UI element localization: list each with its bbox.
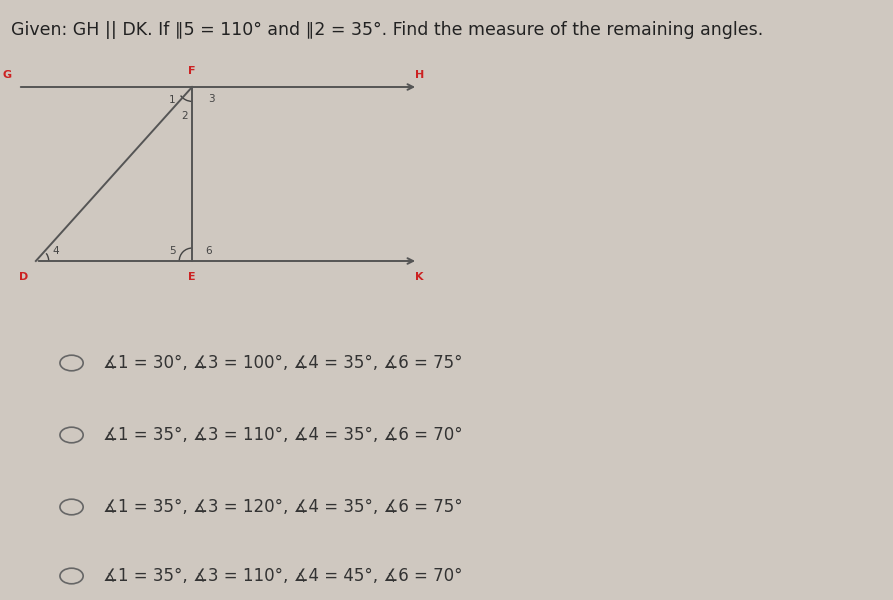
Text: 5: 5 [169, 247, 176, 256]
Text: ∡1 = 35°, ∡3 = 110°, ∡4 = 45°, ∡6 = 70°: ∡1 = 35°, ∡3 = 110°, ∡4 = 45°, ∡6 = 70° [103, 567, 463, 585]
Text: 3: 3 [208, 94, 215, 104]
Text: 6: 6 [204, 247, 212, 256]
Text: Given: GH || DK. If ∥5 = 110° and ∥2 = 35°. Find the measure of the remaining an: Given: GH || DK. If ∥5 = 110° and ∥2 = 3… [11, 21, 763, 39]
Text: F: F [188, 66, 196, 76]
Text: H: H [415, 70, 424, 80]
Text: E: E [188, 272, 196, 282]
Text: ∡1 = 35°, ∡3 = 110°, ∡4 = 35°, ∡6 = 70°: ∡1 = 35°, ∡3 = 110°, ∡4 = 35°, ∡6 = 70° [103, 426, 463, 444]
Text: G: G [3, 70, 12, 80]
Text: ∡1 = 30°, ∡3 = 100°, ∡4 = 35°, ∡6 = 75°: ∡1 = 30°, ∡3 = 100°, ∡4 = 35°, ∡6 = 75° [103, 354, 463, 372]
Text: K: K [415, 272, 424, 282]
Text: 2: 2 [181, 111, 188, 121]
Text: ∡1 = 35°, ∡3 = 120°, ∡4 = 35°, ∡6 = 75°: ∡1 = 35°, ∡3 = 120°, ∡4 = 35°, ∡6 = 75° [103, 498, 463, 516]
Text: 4: 4 [52, 247, 59, 256]
Text: 1: 1 [169, 95, 176, 105]
Text: D: D [20, 272, 29, 282]
